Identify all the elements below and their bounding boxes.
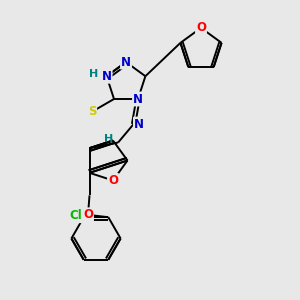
Text: N: N <box>102 70 112 83</box>
Text: N: N <box>134 118 144 130</box>
Text: O: O <box>196 21 206 34</box>
Text: Cl: Cl <box>70 209 83 222</box>
Text: H: H <box>104 134 113 144</box>
Text: O: O <box>108 174 118 187</box>
Text: S: S <box>88 105 96 118</box>
Text: O: O <box>83 208 93 221</box>
Text: N: N <box>133 92 143 106</box>
Text: H: H <box>89 69 99 79</box>
Text: N: N <box>121 56 131 69</box>
